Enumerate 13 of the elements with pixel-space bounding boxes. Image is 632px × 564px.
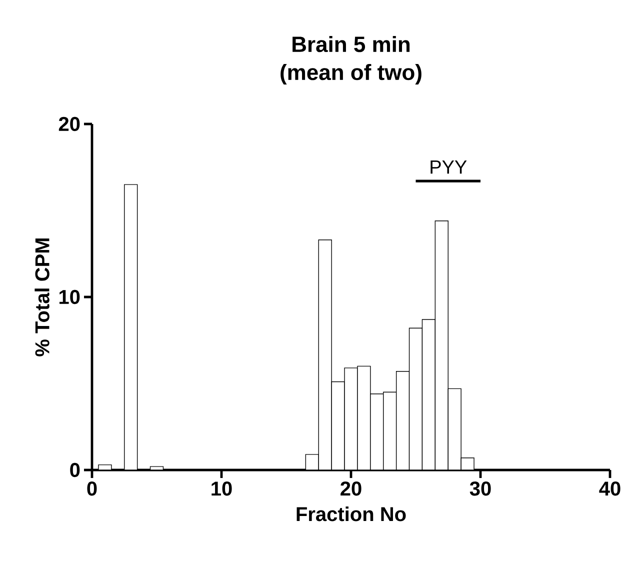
annotation: PYY	[430, 160, 467, 174]
chart-subtitle: (mean of two)	[280, 64, 422, 84]
chart-title: Brain 5 min	[292, 36, 410, 52]
x-tick-label: 20	[340, 482, 362, 496]
x-tick-label: 30	[470, 482, 491, 496]
y-tick-label: 20	[58, 116, 80, 132]
x-axis-title: Fraction No	[296, 506, 406, 522]
y-axis-title: % Total CPM	[34, 238, 50, 356]
y-tick-label: 10	[60, 290, 80, 304]
y-tick-label: 0	[70, 462, 80, 478]
x-tick-label: 40	[599, 482, 620, 496]
x-tick-label: 10	[212, 482, 232, 496]
x-tick-label: 0	[87, 482, 97, 496]
